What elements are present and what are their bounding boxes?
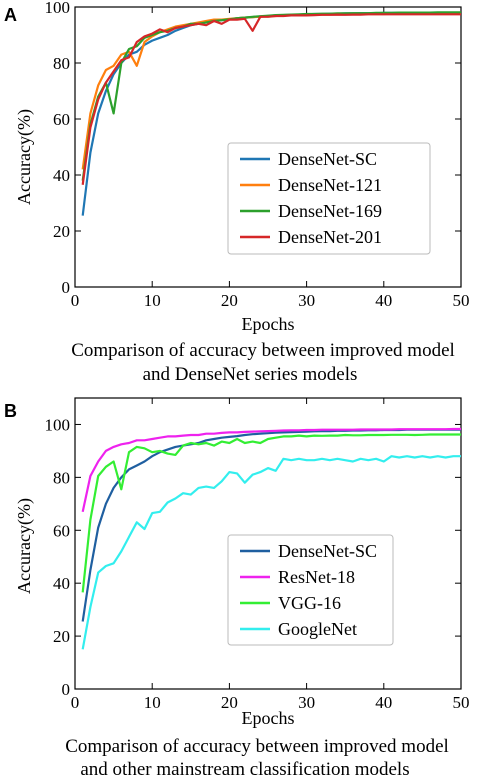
panel-a-ytick-label: 20 [53,222,70,241]
panel-b-ytick-label: 80 [53,468,70,487]
panel-b-plot: 0 10 20 30 40 50 0 20 40 60 80 100 DenseNet-SC ResNet… [45,397,470,712]
panel-a-legend-box [227,142,431,255]
panel-a-ylabel: Accuracy(%) [14,109,35,205]
panel-b-series-line-3 [81,455,461,650]
panel-a-ytick-label: 60 [53,110,70,129]
panel-a-series-line-3 [81,13,461,185]
panel-b-legend-label-2: VGG-16 [278,593,341,613]
panel-b-legend-box [227,534,394,646]
panel-a-xtick-label: 0 [71,291,80,310]
panel-b-letter: B [4,401,17,421]
panel-b-legend-label-3: GoogleNet [278,619,357,639]
panel-b-ytick-label: 20 [53,627,70,646]
panel-b-ytick-label: 60 [53,521,70,540]
panel-a: A 0 10 20 30 40 50020406080100DenseNet-SCDens… [4,0,470,385]
panel-b: B 0 10 20 30 40 50 0 20 40 60 80 100 DenseNet-SC ResN… [4,397,470,780]
panel-a-xtick-label: 30 [298,291,315,310]
panel-b-xtick-label: 30 [298,693,315,712]
panel-b-ylabel: Accuracy(%) [14,498,35,594]
panel-a-ytick-label: 100 [45,0,71,17]
panel-a-ytick-label: 0 [62,278,71,297]
panel-a-ytick-label: 40 [53,166,70,185]
panel-b-legend-label-0: DenseNet-SC [278,541,377,561]
panel-a-plot-frame [74,6,462,288]
panel-a-legend-label-1: DenseNet-121 [278,175,382,195]
panel-a-legend-label-3: DenseNet-201 [278,227,382,247]
panel-b-series-line-1 [81,427,461,513]
panel-b-ytick-label: 40 [53,574,70,593]
panel-a-xtick-label: 50 [453,291,470,310]
panel-a-letter: A [4,5,17,25]
panel-a-legend-label-2: DenseNet-169 [278,201,382,221]
panel-b-series-line-2 [81,433,461,593]
panel-b-xtick-label: 20 [221,693,238,712]
panel-b-xtick-label: 50 [453,693,470,712]
panel-a-ytick-label: 80 [53,54,70,73]
panel-b-plot-frame [74,397,462,690]
panel-b-xlabel: Epochs [242,708,295,728]
panel-a-plot: 0 10 20 30 40 50020406080100DenseNet-SCDenseN… [45,0,470,310]
panel-a-xtick-label: 10 [144,291,161,310]
panel-a-xtick-label: 40 [375,291,392,310]
panel-a-legend-label-0: DenseNet-SC [278,149,377,169]
panel-b-legend-label-1: ResNet-18 [278,567,355,587]
panel-a-xtick-label: 20 [221,291,238,310]
panel-a-caption-line-2: and DenseNet series models [143,364,358,385]
panel-b-caption-line-2: and other mainstream classification mode… [80,759,409,780]
panel-b-ytick-label: 0 [62,680,71,699]
panel-b-ytick-label: 100 [45,415,71,434]
panel-b-xtick-label: 0 [71,693,80,712]
panel-b-xtick-label: 10 [144,693,161,712]
panel-b-caption-line-1: Comparison of accuracy between improved … [65,736,449,757]
panel-a-legend: DenseNet-SC DenseNet-121 DenseNet-169 Dense… [227,142,431,255]
panel-a-caption-line-1: Comparison of accuracy between improved … [71,340,455,361]
panel-a-xlabel: Epochs [242,314,295,334]
panel-b-legend: DenseNet-SC ResNet-18 VGG-16 GoogleNet [227,534,394,646]
panel-b-xtick-label: 40 [375,693,392,712]
